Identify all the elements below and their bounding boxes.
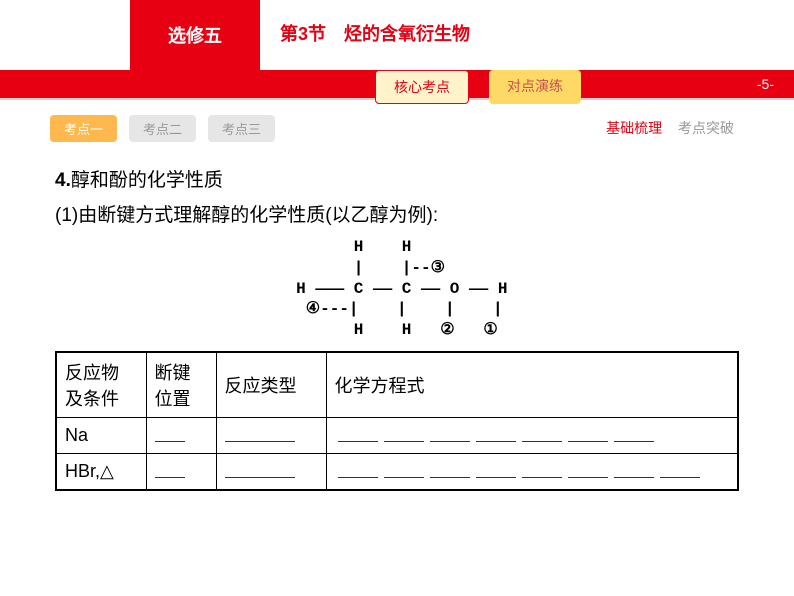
- th-reagent: 反应物及条件: [56, 352, 146, 418]
- ethanol-diagram: H H | |--③ H ——— C —— C —— O —— H ④---| …: [55, 237, 739, 341]
- cell-reagent: HBr,△: [56, 453, 146, 490]
- section-number: 4.: [55, 170, 71, 191]
- table-row: HBr,△: [56, 453, 738, 490]
- cell-break: [146, 417, 216, 453]
- right-sub-b[interactable]: 考点突破: [678, 120, 734, 136]
- tab-core[interactable]: 核心考点: [375, 70, 469, 104]
- sub-tab-1[interactable]: 考点一: [50, 115, 117, 142]
- cell-type: [216, 417, 326, 453]
- th-type: 反应类型: [216, 352, 326, 418]
- section-title: 醇和酚的化学性质: [71, 170, 223, 191]
- section-sub: (1)由断键方式理解醇的化学性质(以乙醇为例):: [55, 200, 739, 227]
- chapter-title: 第3节 烃的含氧衍生物: [280, 20, 470, 46]
- sub-tabs: 考点一 考点二 考点三: [50, 115, 275, 142]
- cell-type: [216, 453, 326, 490]
- th-break: 断键位置: [146, 352, 216, 418]
- tab-practice[interactable]: 对点演练: [489, 70, 581, 104]
- page-number: -5-: [757, 76, 774, 92]
- right-sub-nav: 基础梳理 考点突破: [606, 118, 734, 138]
- elective-badge: 选修五: [130, 0, 260, 70]
- reaction-table: 反应物及条件 断键位置 反应类型 化学方程式 NaHBr,△: [55, 351, 739, 491]
- sub-tab-3[interactable]: 考点三: [208, 115, 275, 142]
- th-equation: 化学方程式: [326, 352, 738, 418]
- cell-equation: [326, 453, 738, 490]
- top-tabs: 核心考点 对点演练: [375, 70, 581, 104]
- cell-break: [146, 453, 216, 490]
- sub-tab-2[interactable]: 考点二: [129, 115, 196, 142]
- diagram-text: H H | |--③ H ——— C —— C —— O —— H ④---| …: [287, 237, 508, 341]
- section-heading: 4.醇和酚的化学性质: [55, 165, 739, 192]
- cell-equation: [326, 417, 738, 453]
- table-header-row: 反应物及条件 断键位置 反应类型 化学方程式: [56, 352, 738, 418]
- cell-reagent: Na: [56, 417, 146, 453]
- table-row: Na: [56, 417, 738, 453]
- right-sub-a[interactable]: 基础梳理: [606, 120, 662, 136]
